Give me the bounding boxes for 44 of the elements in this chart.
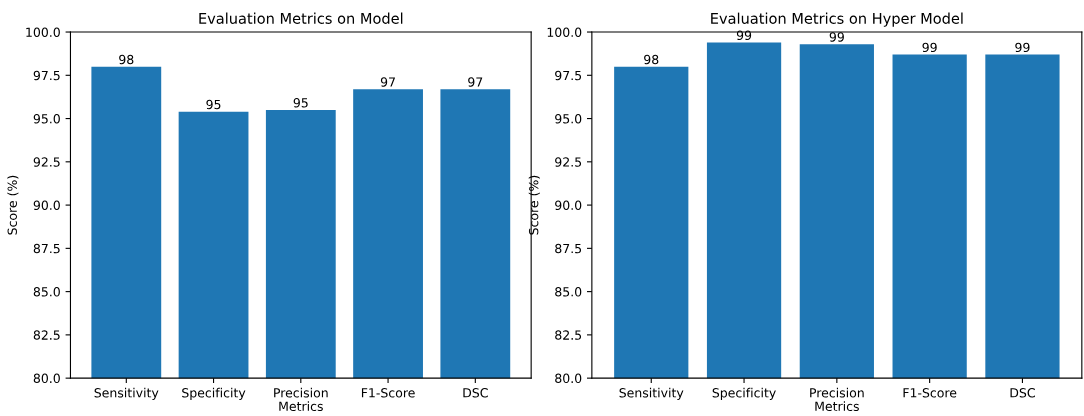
chart-title: Evaluation Metrics on Model — [199, 12, 403, 24]
x-tick-label: Specificity — [712, 387, 776, 400]
y-tick-label: 80.0 — [555, 373, 582, 384]
x-tick-label: Sensitivity — [619, 387, 684, 400]
y-axis-title: Score (%) — [7, 175, 19, 235]
y-tick-label: 85.0 — [33, 287, 60, 297]
y-tick-label: 97.5 — [555, 70, 582, 81]
y-tick-label: 90.0 — [555, 200, 582, 211]
y-tick-label: 82.5 — [33, 330, 60, 340]
data-label: 97 — [468, 77, 483, 87]
data-label: 95 — [206, 99, 221, 110]
chart-title: Evaluation Metrics on Hyper Model — [711, 12, 963, 27]
x-tick-label: F1-Score — [361, 388, 415, 398]
x-tick-label: Specificity — [182, 387, 246, 400]
data-label: 99 — [1015, 42, 1030, 53]
x-tick-label: Sensitivity — [94, 387, 159, 400]
x-axis-title: Metrics — [815, 401, 859, 412]
y-tick-label: 95.0 — [555, 114, 582, 124]
data-label: 99 — [736, 30, 752, 40]
data-label: 99 — [922, 42, 937, 53]
y-tick-label: 87.5 — [555, 243, 582, 254]
y-tick-label: 82.5 — [555, 330, 582, 340]
y-tick-label: 92.5 — [555, 157, 582, 167]
data-label: 98 — [644, 54, 659, 65]
y-tick-label: 95.0 — [33, 114, 60, 124]
y-tick-label: 100.0 — [547, 27, 582, 37]
y-tick-label: 85.0 — [555, 287, 582, 297]
data-label: 97 — [380, 77, 395, 87]
x-tick-label: DSC — [463, 388, 488, 398]
x-axis-title: Metrics — [279, 401, 323, 412]
y-tick-label: 90.0 — [33, 200, 60, 211]
data-label: 98 — [119, 54, 134, 65]
x-tick-label: DSC — [1010, 388, 1035, 398]
x-tick-label: Precision — [810, 387, 864, 398]
y-tick-label: 92.5 — [33, 157, 60, 167]
y-tick-label: 97.5 — [33, 70, 60, 81]
y-tick-label: 80.0 — [33, 373, 60, 384]
x-tick-label: Precision — [274, 387, 328, 398]
y-tick-label: 87.5 — [33, 243, 60, 254]
data-label: 95 — [293, 98, 308, 108]
x-tick-label: F1-Score — [903, 388, 957, 398]
y-axis-title: Score (%) — [528, 175, 540, 235]
y-tick-label: 100.0 — [26, 27, 60, 37]
data-label: 99 — [829, 32, 844, 42]
